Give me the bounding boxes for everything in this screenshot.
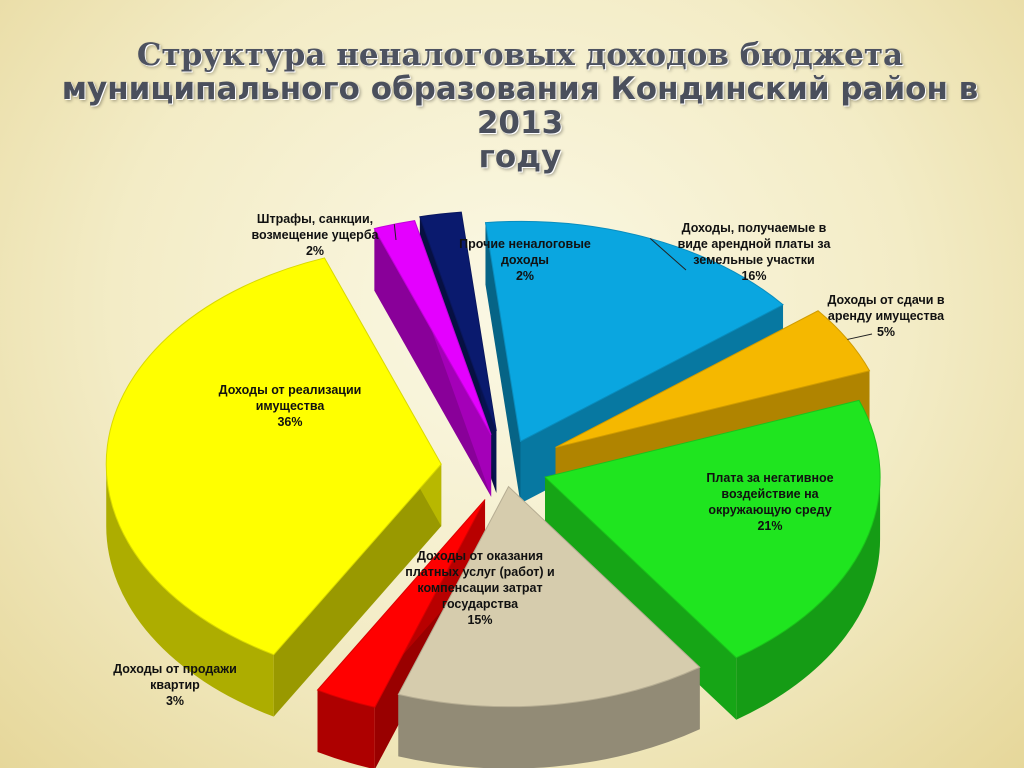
- pie-slice-5-rim-0: [106, 464, 274, 717]
- title-line-2: муниципального образования Кондинский ра…: [61, 71, 979, 141]
- pie-slice-3: [397, 485, 701, 768]
- label-services: Доходы от оказания платных услуг (работ) …: [405, 549, 555, 627]
- label-other: Прочие неналоговые доходы 2%: [459, 237, 591, 283]
- pie-slice-4-rim-0: [317, 690, 375, 768]
- label-environment: Плата за негативное воздействие на окружаю…: [706, 471, 834, 533]
- pie-slice-4-top: [316, 499, 486, 708]
- pie-slice-2: [544, 399, 881, 720]
- pie-slice-0-wall-0: [485, 222, 521, 504]
- pie-slice-6-wall-0: [374, 228, 492, 497]
- pie-slice-1-top: [555, 310, 871, 448]
- pie-slice-7-top: [419, 211, 497, 432]
- leader-line-0: [393, 224, 397, 241]
- pie-slice-5-wall-0: [273, 464, 442, 717]
- slide-title: Структура неналоговых доходов бюджета му…: [60, 38, 980, 174]
- label-land-rent: Доходы, получаемые в виде арендной платы …: [677, 221, 831, 283]
- pie-slice-3-top: [397, 485, 701, 708]
- pie-slice-5: [105, 257, 442, 717]
- leader-line-2: [847, 333, 873, 340]
- label-fines: Штрафы, санкции, возмещение ущерба 2%: [251, 212, 379, 258]
- pie-slice-6-top: [373, 220, 492, 436]
- title-line-1: Структура неналоговых доходов бюджета: [136, 37, 904, 73]
- label-property-sale: Доходы от реализации имущества 36%: [218, 383, 362, 429]
- pie-slice-2-rim-0: [736, 477, 881, 720]
- title-line-3: году: [478, 139, 562, 175]
- pie-slice-2-top: [544, 399, 881, 659]
- pie-slice-6: [373, 220, 492, 497]
- pie-slice-5-top: [105, 257, 442, 656]
- label-property-rent: Доходы от сдачи в аренду имущества 5%: [827, 293, 945, 339]
- pie-slice-3-rim-0: [398, 667, 700, 768]
- leader-line-1: [649, 238, 687, 271]
- label-apartments: Доходы от продажи квартир 3%: [113, 662, 237, 708]
